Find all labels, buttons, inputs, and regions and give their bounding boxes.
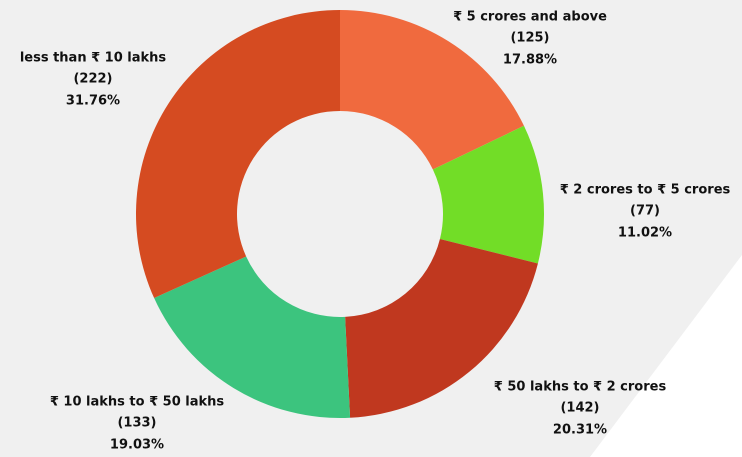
slice-label: ₹ 50 lakhs to ₹ 2 crores	[494, 380, 667, 395]
slice-percent-label: 11.02%	[618, 226, 672, 241]
slice-percent-label: 20.31%	[553, 423, 607, 438]
slice-label: less than ₹ 10 lakhs	[20, 51, 167, 66]
slice-percent-label: 17.88%	[503, 53, 557, 68]
donut-slice	[345, 238, 538, 418]
slice-label: ₹ 10 lakhs to ₹ 50 lakhs	[50, 395, 225, 410]
slice-label: ₹ 2 crores to ₹ 5 crores	[560, 183, 731, 198]
slice-count-label: (133)	[117, 416, 156, 431]
donut-slice	[135, 10, 340, 299]
slice-label: ₹ 5 crores and above	[453, 10, 607, 25]
slice-count-label: (77)	[630, 204, 660, 219]
slice-count-label: (142)	[560, 401, 599, 416]
slice-percent-label: 31.76%	[66, 94, 120, 109]
donut-slice	[340, 10, 524, 170]
background-shape	[590, 255, 742, 457]
slice-count-label: (222)	[73, 72, 112, 87]
donut-slice	[154, 256, 351, 418]
slice-percent-label: 19.03%	[110, 438, 164, 453]
slice-count-label: (125)	[510, 31, 549, 46]
donut-slice	[432, 125, 544, 264]
